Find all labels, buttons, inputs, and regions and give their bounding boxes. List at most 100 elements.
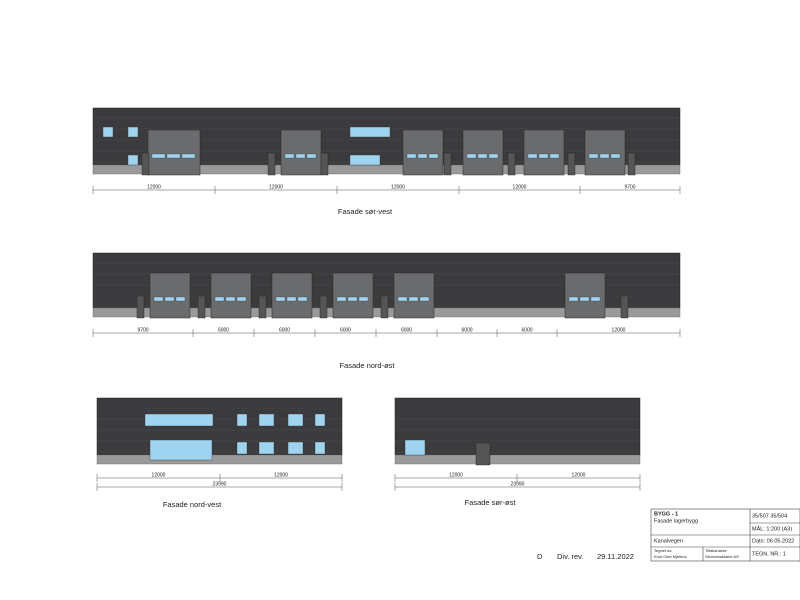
- date: Dato: 06.05.2022: [752, 538, 794, 544]
- owner: Skurvebakkane AS: [705, 554, 739, 559]
- drawn-by-label: Tegnet av:: [654, 548, 672, 553]
- dimension-label: 12000: [391, 184, 405, 190]
- gate: [210, 272, 252, 319]
- gate-window: [588, 153, 599, 159]
- gate-window: [488, 153, 499, 159]
- overall-dimension-label: 23990: [213, 481, 227, 487]
- dimension-label: 9700: [137, 327, 148, 333]
- window: [287, 413, 304, 427]
- gate-window: [408, 296, 419, 302]
- revision-letter: D: [537, 552, 543, 561]
- dimension-label: 6000: [401, 327, 412, 333]
- gate-window: [406, 153, 417, 159]
- revision-date: 29.11.2022: [597, 552, 634, 561]
- dimension-label: 6000: [279, 327, 290, 333]
- door: [567, 152, 576, 176]
- gate-window: [419, 296, 430, 302]
- dimension-label: 6000: [521, 327, 532, 333]
- facade-title: Fasade sør-vest: [338, 207, 393, 216]
- window: [258, 413, 275, 427]
- dimension-label: 12000: [152, 472, 166, 478]
- overall-dimension-label: 23990: [511, 481, 525, 487]
- gate-window: [428, 153, 439, 159]
- gate-window: [295, 153, 306, 159]
- gate: [402, 129, 444, 176]
- gate-window: [527, 153, 538, 159]
- window: [258, 441, 275, 455]
- facade-wall: [96, 397, 343, 456]
- window: [287, 441, 304, 455]
- gate-window: [151, 153, 166, 159]
- door: [141, 152, 150, 176]
- gate-window: [336, 296, 347, 302]
- gate: [147, 129, 201, 176]
- door: [475, 442, 491, 466]
- revision-description: Div. rev.: [557, 552, 583, 561]
- window: [314, 441, 326, 455]
- gate-window: [466, 153, 477, 159]
- dimension-label: 12000: [513, 184, 527, 190]
- dimension-label: 6000: [461, 327, 472, 333]
- dimension-label: 12000: [269, 184, 283, 190]
- gate: [332, 272, 374, 319]
- window: [404, 439, 426, 456]
- window: [236, 413, 248, 427]
- door: [319, 295, 328, 319]
- gate: [564, 272, 606, 319]
- window: [314, 413, 326, 427]
- gate-window: [153, 296, 164, 302]
- window: [349, 154, 381, 166]
- door: [320, 152, 329, 176]
- gate-window: [347, 296, 358, 302]
- gate-window: [417, 153, 428, 159]
- gate: [271, 272, 313, 319]
- window: [102, 126, 114, 138]
- door: [267, 152, 276, 176]
- gate-window: [236, 296, 247, 302]
- door: [507, 152, 516, 176]
- window: [149, 439, 213, 461]
- dimension-label: 12000: [572, 472, 586, 478]
- gate-window: [286, 296, 297, 302]
- gate: [280, 129, 322, 176]
- gate-window: [599, 153, 610, 159]
- door: [627, 152, 636, 176]
- gate-window: [590, 296, 601, 302]
- gate: [149, 272, 191, 319]
- door: [620, 295, 629, 319]
- gate-window: [275, 296, 286, 302]
- gate-window: [610, 153, 621, 159]
- facade-wall: [394, 397, 641, 456]
- gate-window: [549, 153, 560, 159]
- gate-window: [579, 296, 590, 302]
- gate-window: [175, 296, 186, 302]
- gate-window: [306, 153, 317, 159]
- dimension-label: 12000: [612, 327, 626, 333]
- window: [349, 126, 391, 138]
- gate-window: [225, 296, 236, 302]
- gate: [584, 129, 626, 176]
- owner-label: Tiltakshaver:: [705, 548, 728, 553]
- facade-title: Fasade nord-vest: [163, 500, 222, 509]
- gate-window: [284, 153, 295, 159]
- dimension-label: 9700: [624, 184, 635, 190]
- dimension-label: 12000: [449, 472, 463, 478]
- window: [127, 154, 139, 166]
- gate-window: [297, 296, 308, 302]
- drawn-by: Knut Olav Mjelhus: [654, 554, 686, 559]
- gate: [462, 129, 504, 176]
- facade-title: Fasade nord-øst: [339, 361, 395, 370]
- gate-window: [538, 153, 549, 159]
- gate-window: [358, 296, 369, 302]
- gate-window: [181, 153, 196, 159]
- dimension-label: 6000: [218, 327, 229, 333]
- dimension-label: 12000: [147, 184, 161, 190]
- property: 35/507 35/504: [752, 513, 787, 519]
- window: [127, 126, 139, 138]
- scale: MÅL: 1:200 (A3): [752, 525, 792, 532]
- drawing-number: TEGN. NR.: 1: [752, 551, 786, 557]
- title-block-frame: [650, 508, 800, 562]
- window: [144, 413, 214, 427]
- building: BYGG - 1: [654, 511, 678, 517]
